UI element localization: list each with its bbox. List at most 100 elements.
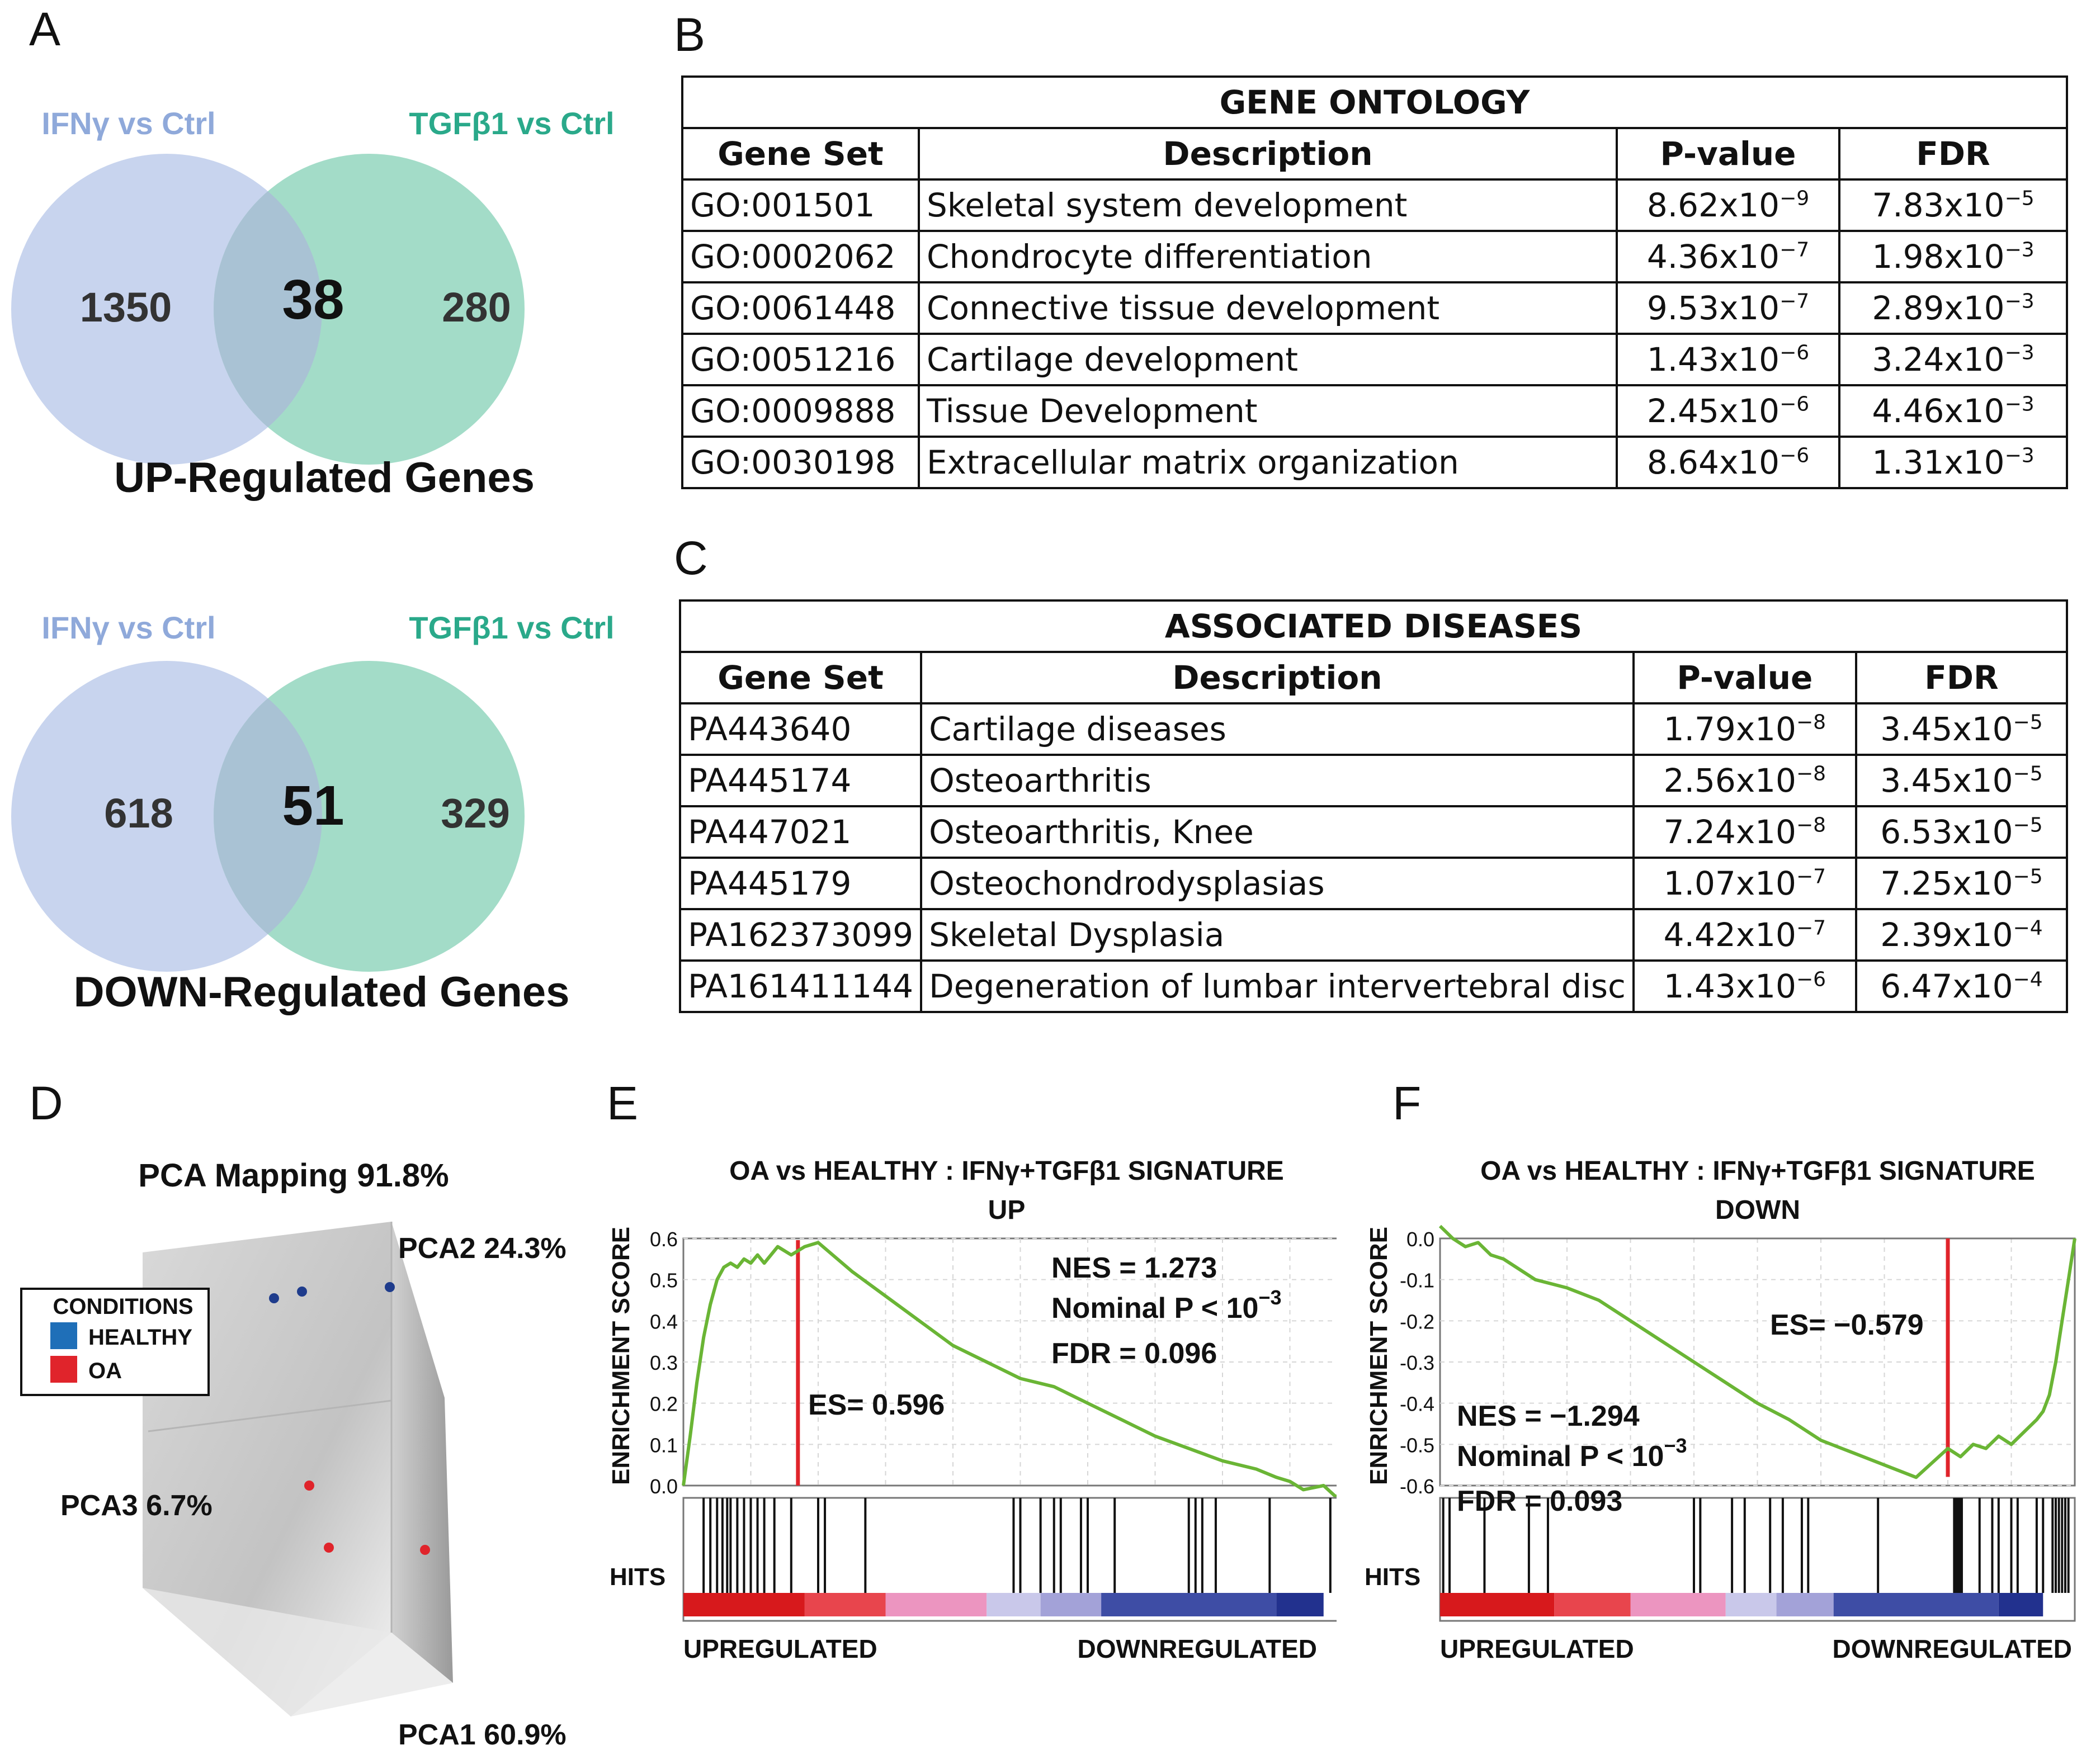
venn-caption-up: UP-Regulated Genes xyxy=(114,454,535,502)
gsea-subtitle: DOWN xyxy=(1715,1195,1800,1225)
venn-overlap-count: 38 xyxy=(282,268,344,331)
rank-segment xyxy=(987,1593,1041,1616)
pca2-axis-label: PCA2 24.3% xyxy=(398,1232,567,1265)
x-right-label: DOWNREGULATED xyxy=(1833,1634,2072,1663)
panel-letter-d: D xyxy=(29,1077,63,1129)
fdr-cell: 2.39x10−4 xyxy=(1854,908,2069,962)
enrichment-plot xyxy=(1438,1224,2076,1487)
gene-set-cell: GO:0030198 xyxy=(681,436,920,489)
enrichment-curve xyxy=(682,1241,1337,1500)
es-label: ES= −0.579 xyxy=(1770,1309,1924,1341)
rank-segment xyxy=(1276,1593,1324,1616)
p-value-cell: 8.64x10−6 xyxy=(1616,436,1840,489)
panel-letter-a: A xyxy=(29,3,61,55)
pca-point-healthy xyxy=(385,1282,395,1292)
rank-segment xyxy=(1833,1593,1999,1616)
y-tick-label: -0.3 xyxy=(1400,1351,1434,1374)
pca-point-oa xyxy=(324,1543,334,1553)
legend-label-healthy: HEALTHY xyxy=(88,1325,192,1350)
description-cell: Cartilage diseases xyxy=(920,702,1635,756)
rank-segment xyxy=(1776,1593,1834,1616)
pca-point-oa xyxy=(420,1545,430,1555)
venn-right-count: 329 xyxy=(441,790,509,836)
gene-set-cell: GO:0009888 xyxy=(681,384,920,438)
legend-swatch-healthy xyxy=(50,1322,77,1349)
panel-letter-e: E xyxy=(607,1077,639,1129)
p-value-cell: 4.36x10−7 xyxy=(1616,230,1840,283)
pca-plot: PCA Mapping 91.8% PCA2 24.3% PCA3 6.7% P… xyxy=(20,1157,567,1751)
nes-label: NES = −1.294 xyxy=(1457,1400,1640,1432)
column-header: Gene Set xyxy=(678,651,923,704)
p-value-cell: 2.56x10−8 xyxy=(1632,754,1857,807)
x-left-label: UPREGULATED xyxy=(1440,1634,1634,1663)
venn-left-count: 1350 xyxy=(80,284,172,330)
description-cell: Connective tissue development xyxy=(918,281,1618,335)
p-value-cell: 1.79x10−8 xyxy=(1632,702,1857,756)
fdr-cell: 1.31x10−3 xyxy=(1838,436,2068,489)
nominal-p-label: Nominal P < 10−3 xyxy=(1051,1286,1281,1325)
gene-set-cell: GO:0061448 xyxy=(681,281,920,335)
rank-bar xyxy=(1440,1593,2043,1616)
gene-set-cell: PA445179 xyxy=(678,857,923,910)
y-tick-label: -0.4 xyxy=(1400,1393,1434,1416)
panel-letter-c: C xyxy=(674,532,708,584)
description-cell: Tissue Development xyxy=(918,384,1618,438)
rank-segment xyxy=(683,1593,805,1616)
venn-label-tgfb1: TGFβ1 vs Ctrl xyxy=(409,106,614,141)
gene-set-cell: GO:0002062 xyxy=(681,230,920,283)
table-title: GENE ONTOLOGY xyxy=(681,75,2068,129)
pca-point-healthy xyxy=(297,1287,307,1297)
gene-set-cell: PA161411144 xyxy=(678,959,923,1013)
pca1-axis-label: PCA1 60.9% xyxy=(398,1719,567,1751)
legend-label-oa: OA xyxy=(88,1359,122,1383)
gene-set-cell: GO:0051216 xyxy=(681,333,920,386)
column-header: Description xyxy=(920,651,1635,704)
fdr-cell: 7.83x10−5 xyxy=(1838,178,2068,232)
y-axis-label: ENRICHMENT SCORE xyxy=(1365,1227,1393,1485)
column-header: Description xyxy=(918,127,1618,181)
fdr-cell: 6.53x10−5 xyxy=(1854,805,2069,859)
fdr-cell: 3.24x10−3 xyxy=(1838,333,2068,386)
y-tick-label: 0.5 xyxy=(650,1269,678,1292)
rank-segment xyxy=(1998,1593,2043,1616)
table-row: GO:0030198 Extracellular matrix organiza… xyxy=(681,436,2068,489)
gene-set-cell: PA443640 xyxy=(678,702,923,756)
rank-segment xyxy=(1554,1593,1631,1616)
description-cell: Osteoarthritis xyxy=(920,754,1635,807)
gene-set-cell: PA162373099 xyxy=(678,908,923,962)
fdr-cell: 3.45x10−5 xyxy=(1854,702,2069,756)
fdr-cell: 1.98x10−3 xyxy=(1838,230,2068,283)
pca3-axis-label: PCA3 6.7% xyxy=(60,1489,213,1522)
legend-title: CONDITIONS xyxy=(53,1294,193,1319)
x-left-label: UPREGULATED xyxy=(683,1634,877,1663)
rank-segment xyxy=(885,1593,987,1616)
venn-overlap-count: 51 xyxy=(282,774,344,837)
enrichment-plot xyxy=(682,1237,1337,1500)
fdr-cell: 6.47x10−4 xyxy=(1854,959,2069,1013)
rank-segment xyxy=(804,1593,886,1616)
venn-right-count: 280 xyxy=(442,284,511,330)
pca-title: PCA Mapping 91.8% xyxy=(138,1157,449,1194)
fdr-cell: 3.45x10−5 xyxy=(1854,754,2069,807)
table-row: PA162373099 Skeletal Dysplasia 4.42x10−7… xyxy=(678,908,2069,962)
table-row: GO:0002062 Chondrocyte differentiation 4… xyxy=(681,230,2068,283)
x-right-label: DOWNREGULATED xyxy=(1078,1634,1317,1663)
y-tick-label: 0.4 xyxy=(650,1310,678,1333)
column-header: P-value xyxy=(1616,127,1840,181)
description-cell: Degeneration of lumbar intervertebral di… xyxy=(920,959,1635,1013)
table-row: GO:0051216 Cartilage development 1.43x10… xyxy=(681,333,2068,386)
associated-diseases-table: ASSOCIATED DISEASES Gene Set Description… xyxy=(678,599,2069,1013)
pca-box-floor xyxy=(143,1588,453,1716)
fdr-cell: 2.89x10−3 xyxy=(1838,281,2068,335)
venn-diagram-up: IFNγ vs Ctrl TGFβ1 vs Ctrl 1350 38 280 U… xyxy=(11,95,632,531)
hits-label: HITS xyxy=(610,1563,665,1591)
nominal-p-label: Nominal P < 10−3 xyxy=(1457,1434,1687,1473)
pca-box-face-right xyxy=(391,1222,453,1683)
table-row: GO:001501 Skeletal system development 8.… xyxy=(681,178,2068,232)
y-tick-label: 0.1 xyxy=(650,1434,678,1456)
p-value-cell: 4.42x10−7 xyxy=(1632,908,1857,962)
table-row: PA443640 Cartilage diseases 1.79x10−8 3.… xyxy=(678,702,2069,756)
description-cell: Extracellular matrix organization xyxy=(918,436,1618,489)
y-axis-label: ENRICHMENT SCORE xyxy=(607,1227,635,1485)
venn-left-count: 618 xyxy=(104,790,173,836)
